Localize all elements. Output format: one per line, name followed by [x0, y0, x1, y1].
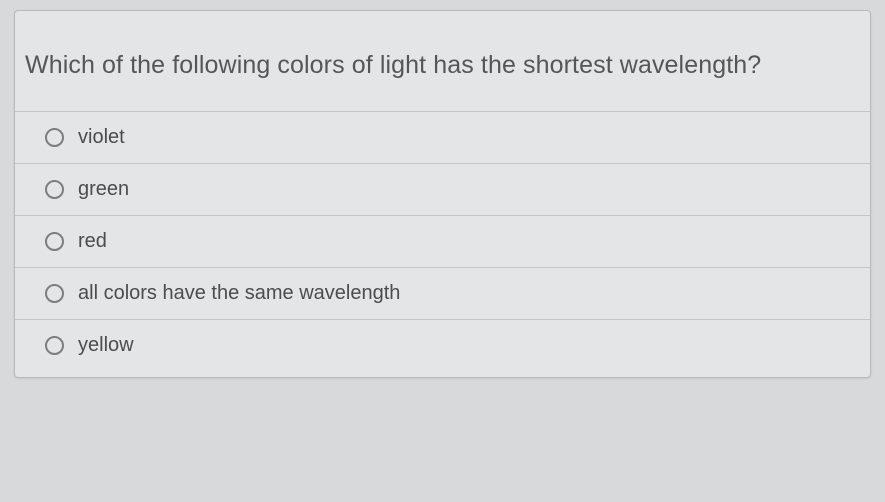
option-label: green — [78, 178, 129, 201]
option-label: yellow — [78, 334, 134, 357]
option-row-red[interactable]: red — [15, 216, 870, 268]
question-prompt-block: Which of the following colors of light h… — [15, 11, 870, 111]
question-prompt: Which of the following colors of light h… — [25, 49, 848, 83]
radio-icon[interactable] — [45, 128, 64, 147]
question-card: Which of the following colors of light h… — [14, 10, 871, 378]
radio-icon[interactable] — [45, 232, 64, 251]
option-row-green[interactable]: green — [15, 164, 870, 216]
radio-icon[interactable] — [45, 180, 64, 199]
option-label: red — [78, 230, 107, 253]
option-row-violet[interactable]: violet — [15, 112, 870, 164]
option-label: all colors have the same wavelength — [78, 282, 400, 305]
radio-icon[interactable] — [45, 284, 64, 303]
options-list: violet green red all colors have the sam… — [15, 111, 870, 377]
option-label: violet — [78, 126, 125, 149]
radio-icon[interactable] — [45, 336, 64, 355]
option-row-yellow[interactable]: yellow — [15, 320, 870, 377]
option-row-all-same[interactable]: all colors have the same wavelength — [15, 268, 870, 320]
